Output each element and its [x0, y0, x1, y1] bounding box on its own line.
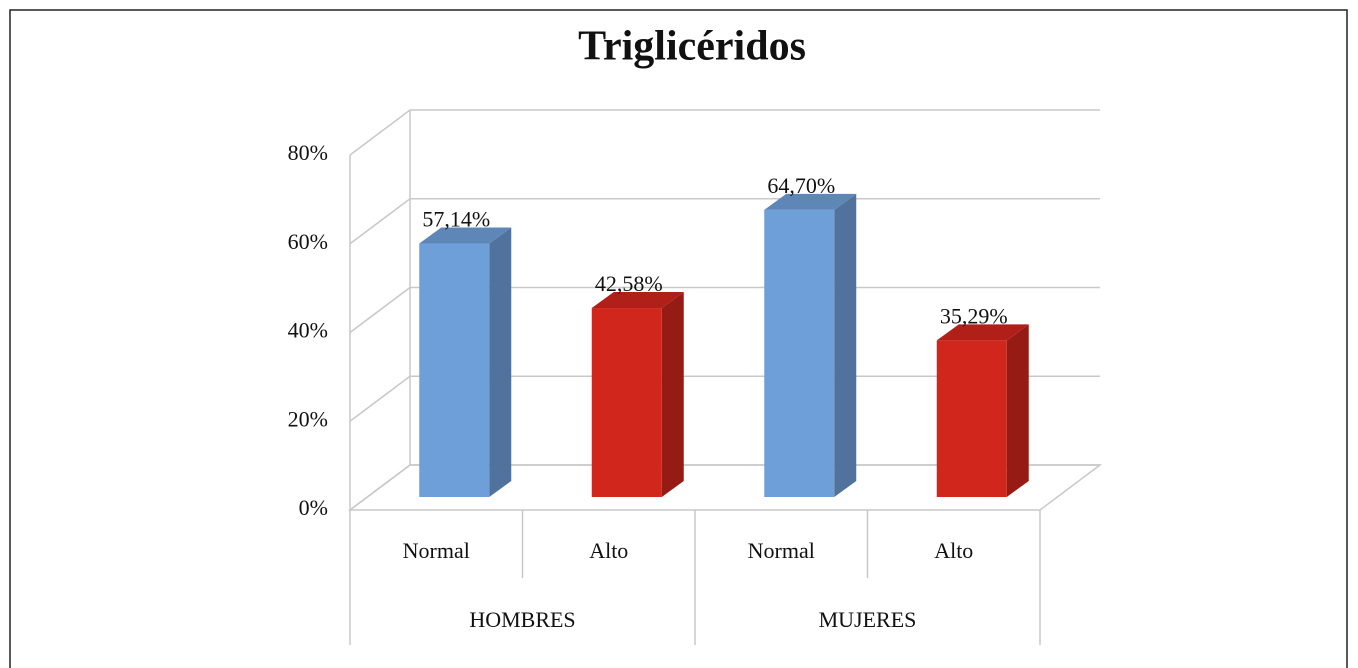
- value-label: 35,29%: [940, 303, 1008, 328]
- bar-top: [764, 193, 857, 210]
- bar-side: [661, 292, 684, 497]
- grid-line: [349, 375, 1100, 422]
- grid-line: [349, 198, 1100, 245]
- x-tick-label: Alto: [589, 538, 628, 563]
- y-tick-label: 80%: [288, 140, 328, 165]
- bar-top: [591, 292, 684, 309]
- x-tick-label: Normal: [403, 538, 470, 563]
- chart-title: Triglicéridos: [578, 24, 806, 70]
- y-tick-label: 40%: [288, 318, 328, 343]
- y-tick-label: 0%: [299, 495, 328, 520]
- y-tick-label: 20%: [288, 406, 328, 431]
- x-tick-label: Normal: [748, 538, 815, 563]
- bar-side: [834, 193, 857, 498]
- frame: [9, 9, 1348, 668]
- bar-top: [936, 324, 1029, 341]
- value-label: 57,14%: [422, 206, 490, 231]
- bar-side: [489, 227, 512, 497]
- grid-line: [349, 109, 1100, 156]
- bar: [591, 308, 662, 497]
- group-label: HOMBRES: [469, 607, 575, 632]
- grid-line: [349, 464, 1100, 511]
- bar: [936, 340, 1007, 497]
- bar-side: [1006, 324, 1029, 497]
- value-label: 64,70%: [767, 173, 835, 198]
- group-label: MUJERES: [819, 607, 917, 632]
- bar: [764, 209, 835, 498]
- x-tick-label: Alto: [934, 538, 973, 563]
- y-tick-label: 60%: [288, 229, 328, 254]
- bar-top: [419, 227, 512, 244]
- grid-line: [349, 286, 1100, 334]
- value-label: 42,58%: [595, 271, 663, 296]
- bar: [419, 243, 490, 497]
